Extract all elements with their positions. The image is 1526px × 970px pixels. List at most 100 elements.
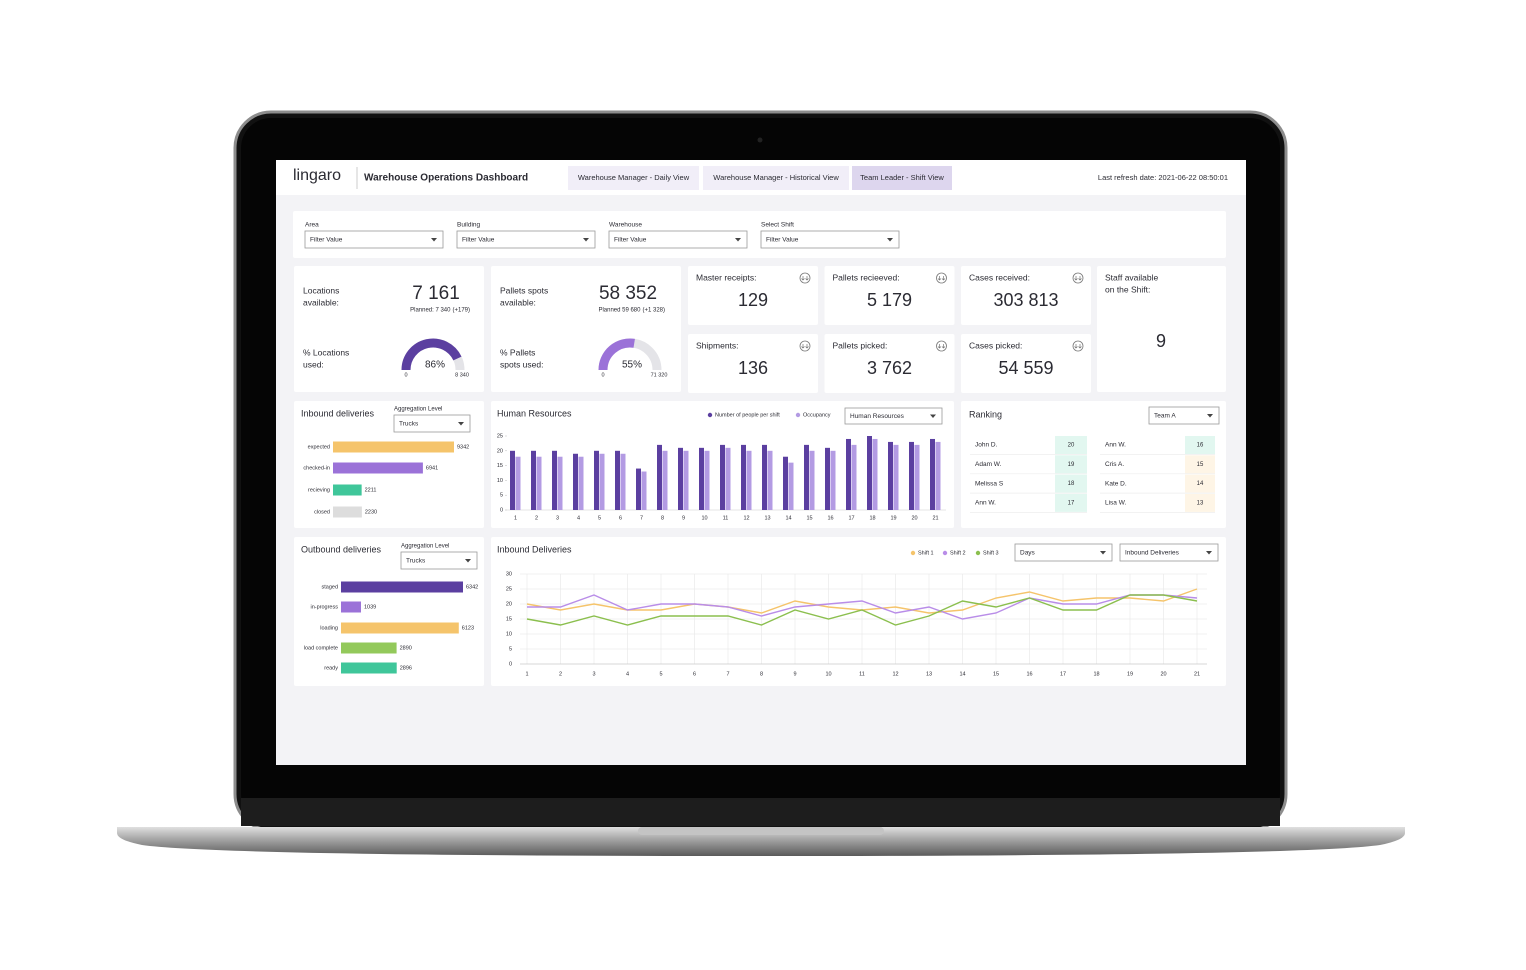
kpi-label: Pallets picked: (833, 340, 888, 350)
dropdown[interactable] (760, 230, 900, 249)
tab[interactable] (852, 166, 952, 190)
rank-score: 19 (1068, 462, 1075, 468)
card (688, 334, 818, 393)
kpi-icon (936, 340, 947, 352)
kpi-value: 58 352 (599, 283, 657, 304)
card-title: Human Resources (497, 408, 572, 418)
y-tick-label: 5 (500, 493, 503, 499)
dropdown[interactable] (844, 407, 943, 425)
bezel-bottom (241, 798, 1280, 826)
bar-value-label: 2230 (365, 509, 377, 515)
gauge-min: 0 (601, 372, 604, 378)
dropdown-arrow (1100, 551, 1106, 555)
bar (657, 444, 662, 510)
dropdown[interactable] (393, 414, 471, 433)
bar (935, 441, 941, 510)
dropdown[interactable] (400, 551, 478, 570)
score-cell (1185, 493, 1215, 512)
kpi-label: Master receipts: (696, 272, 756, 282)
y-tick-label: 20 (497, 448, 503, 454)
tab[interactable] (568, 166, 699, 190)
y-tick-label: 25 (506, 586, 512, 592)
kpi-icon-arrows (1074, 344, 1082, 349)
x-tick-label: 11 (723, 515, 729, 521)
dropdown-value: Filter Value (310, 237, 343, 244)
kpi-value: 3 762 (867, 358, 912, 378)
kpi-delta: (+1 328) (642, 308, 665, 314)
x-tick-label: 10 (825, 671, 831, 677)
refresh-date: Last refresh date: 2021-06-22 08:50:01 (1098, 173, 1228, 182)
card (824, 334, 955, 393)
dropdown[interactable] (1014, 543, 1113, 562)
bar-category: closed (314, 509, 330, 515)
x-tick-label: 20 (911, 515, 917, 521)
card (961, 334, 1091, 393)
x-tick-label: 13 (764, 515, 770, 521)
bar (783, 456, 788, 510)
gauge-value (598, 338, 635, 371)
card (294, 266, 484, 392)
bar-value-label: 2896 (400, 665, 412, 671)
y-tick-label: 0 (509, 661, 512, 667)
dropdown[interactable] (1148, 406, 1220, 425)
logo: lingaro (293, 167, 341, 184)
bar-value-label: 2211 (365, 487, 377, 493)
bar (725, 447, 731, 510)
bar-value-label: 6123 (462, 625, 474, 631)
x-tick-label: 4 (577, 515, 580, 521)
aggregation-label: Aggregation Level (394, 407, 442, 413)
bar (720, 444, 725, 510)
dropdown[interactable] (456, 230, 596, 249)
gauge-value-label: 55% (622, 360, 642, 371)
kpi-label: on the Shift: (1105, 284, 1150, 294)
kpi-value: 136 (738, 358, 768, 378)
y-tick-label: 5 (509, 646, 512, 652)
dropdown[interactable] (304, 230, 444, 249)
dropdown-value: Trucks (406, 558, 426, 565)
bar (804, 444, 809, 510)
tab-label: Warehouse Manager - Historical View (713, 173, 839, 182)
rank-score: 20 (1068, 443, 1075, 449)
tab-label: Warehouse Manager - Daily View (578, 173, 690, 182)
filter-label: Warehouse (609, 222, 642, 229)
rank-name: Adam W. (975, 461, 1002, 468)
bar-category: loading (320, 625, 338, 631)
dropdown-arrow (431, 238, 437, 242)
x-tick-label: 3 (556, 515, 559, 521)
x-tick-label: 7 (640, 515, 643, 521)
gauge-label: % Locations (303, 347, 349, 357)
bar (557, 456, 563, 510)
rank-name: Lisa W. (1105, 500, 1127, 507)
y-tick-label: 15 (506, 616, 512, 622)
bar (333, 484, 362, 496)
y-tick-label: 25 (497, 433, 503, 439)
gauge-max: 8 340 (455, 372, 469, 378)
gauge-min: 0 (404, 372, 407, 378)
dropdown-value: Filter Value (462, 237, 495, 244)
bar-category: in-progress (310, 604, 338, 610)
rank-name: Cris A. (1105, 461, 1124, 468)
dropdown-value: Days (1020, 550, 1036, 557)
bar-value-label: 6941 (426, 465, 438, 471)
dropdown[interactable] (1119, 543, 1219, 562)
legend-marker (910, 550, 916, 556)
bar (341, 622, 459, 634)
kpi-value: 54 559 (998, 358, 1053, 378)
x-tick-label: 6 (619, 515, 622, 521)
bar (510, 450, 515, 510)
x-tick-label: 21 (932, 515, 938, 521)
line-series (526, 594, 1198, 626)
dropdown[interactable] (608, 230, 748, 249)
x-tick-label: 5 (598, 515, 601, 521)
bar (341, 642, 397, 654)
kpi-icon (799, 340, 811, 352)
bar-category: load complete (304, 645, 338, 651)
tab[interactable] (703, 166, 849, 190)
x-tick-label: 9 (682, 515, 685, 521)
x-tick-label: 8 (760, 671, 763, 677)
x-tick-label: 6 (693, 671, 696, 677)
x-tick-label: 12 (743, 515, 749, 521)
score-cell (1185, 455, 1215, 474)
kpi-value: 7 161 (412, 283, 460, 304)
dropdown-arrow (465, 559, 471, 563)
